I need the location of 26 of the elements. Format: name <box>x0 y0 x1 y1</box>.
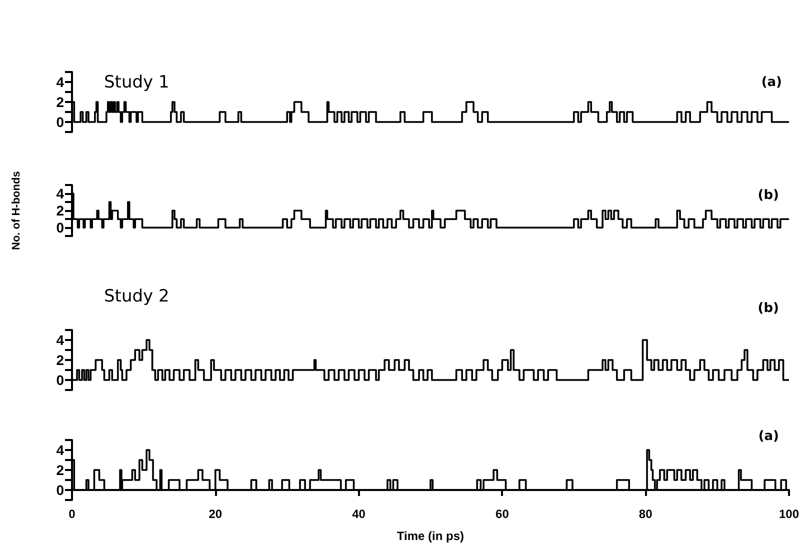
y-tick-label: 0 <box>56 372 64 388</box>
text: (b) <box>758 301 780 316</box>
x-tick-label: 0 <box>68 507 76 521</box>
y-tick-label: 0 <box>56 482 64 498</box>
x-tick-label: 100 <box>778 507 800 521</box>
annotation: (a) <box>758 429 779 444</box>
x-tick-label: 60 <box>496 507 510 521</box>
y-tick-label: 4 <box>56 332 64 348</box>
y-tick-label: 0 <box>56 220 64 236</box>
text: Study 2 <box>104 286 170 306</box>
x-tick-label: 80 <box>638 507 653 521</box>
y-tick-label: 4 <box>56 186 64 202</box>
y-tick-label: 2 <box>56 94 64 110</box>
y-tick-label: 4 <box>56 442 64 458</box>
y-tick-label: 2 <box>56 462 64 478</box>
x-tick-label: 20 <box>208 507 222 521</box>
y-axis-title: No. of H-bonds <box>10 171 22 250</box>
annotation: Study 1 <box>104 72 170 92</box>
y-tick-label: 4 <box>56 74 64 90</box>
y-tick-label: 0 <box>56 114 64 130</box>
x-axis-title: Time (in ps) <box>396 529 464 543</box>
annotation: (a) <box>761 75 782 90</box>
y-tick-label: 2 <box>56 352 64 368</box>
y-tick-label: 2 <box>56 202 64 219</box>
x-tick-label: 40 <box>352 507 366 521</box>
annotation: (b) <box>758 188 780 203</box>
